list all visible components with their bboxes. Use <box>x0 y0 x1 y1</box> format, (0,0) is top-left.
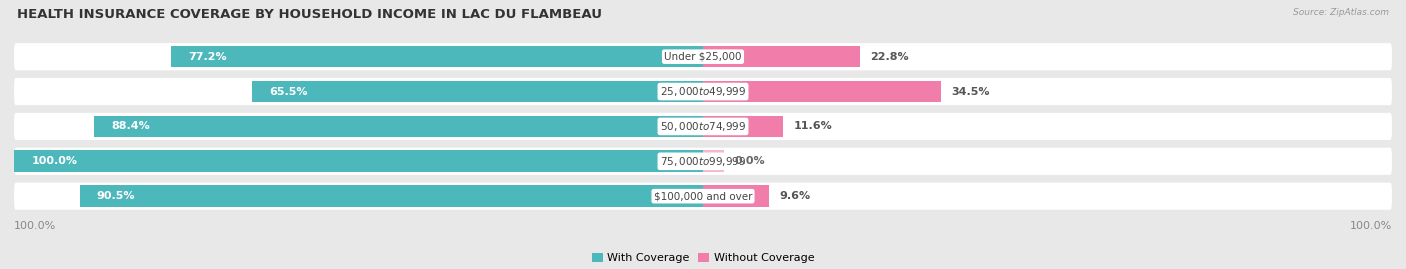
Text: 11.6%: 11.6% <box>793 121 832 132</box>
Legend: With Coverage, Without Coverage: With Coverage, Without Coverage <box>588 248 818 268</box>
FancyBboxPatch shape <box>14 183 1392 210</box>
Text: 77.2%: 77.2% <box>188 52 226 62</box>
Text: Under $25,000: Under $25,000 <box>664 52 742 62</box>
Text: 34.5%: 34.5% <box>950 87 990 97</box>
FancyBboxPatch shape <box>14 43 1392 70</box>
Bar <box>80 185 703 207</box>
Text: 100.0%: 100.0% <box>31 156 77 166</box>
Bar <box>703 46 860 68</box>
Bar <box>172 46 703 68</box>
Text: $50,000 to $74,999: $50,000 to $74,999 <box>659 120 747 133</box>
Text: Source: ZipAtlas.com: Source: ZipAtlas.com <box>1294 8 1389 17</box>
FancyBboxPatch shape <box>14 113 1392 140</box>
Bar <box>703 116 783 137</box>
Bar <box>703 185 769 207</box>
Bar <box>252 81 703 102</box>
Bar <box>14 150 703 172</box>
Text: 0.0%: 0.0% <box>734 156 765 166</box>
Text: $75,000 to $99,999: $75,000 to $99,999 <box>659 155 747 168</box>
Text: 22.8%: 22.8% <box>870 52 910 62</box>
Text: 65.5%: 65.5% <box>269 87 308 97</box>
Bar <box>703 150 724 172</box>
Text: 88.4%: 88.4% <box>111 121 150 132</box>
FancyBboxPatch shape <box>14 78 1392 105</box>
Text: 100.0%: 100.0% <box>1350 221 1392 231</box>
Bar <box>94 116 703 137</box>
Text: $100,000 and over: $100,000 and over <box>654 191 752 201</box>
Text: 100.0%: 100.0% <box>14 221 56 231</box>
Text: HEALTH INSURANCE COVERAGE BY HOUSEHOLD INCOME IN LAC DU FLAMBEAU: HEALTH INSURANCE COVERAGE BY HOUSEHOLD I… <box>17 8 602 21</box>
FancyBboxPatch shape <box>14 148 1392 175</box>
Text: 9.6%: 9.6% <box>779 191 811 201</box>
Bar <box>703 81 941 102</box>
Text: $25,000 to $49,999: $25,000 to $49,999 <box>659 85 747 98</box>
Text: 90.5%: 90.5% <box>97 191 135 201</box>
